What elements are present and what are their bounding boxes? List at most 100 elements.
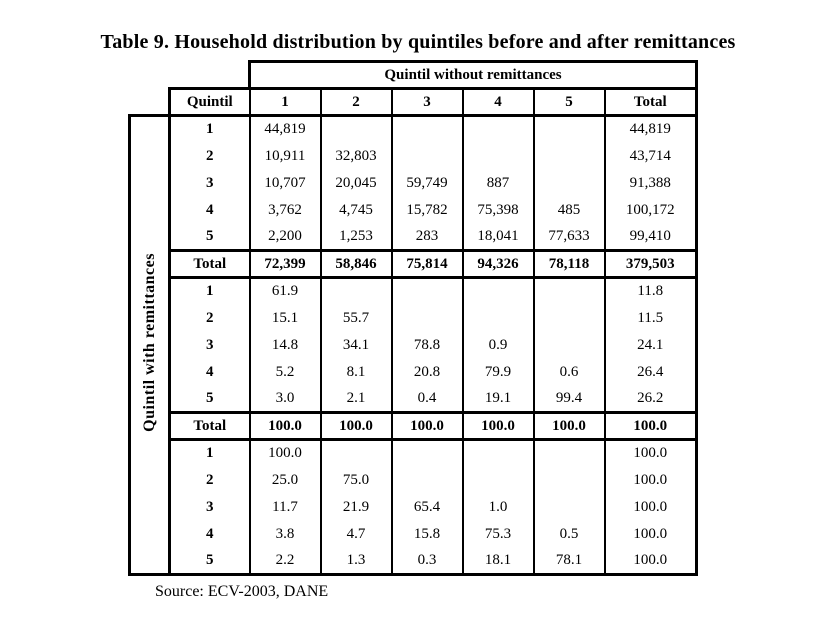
data-cell	[461, 466, 535, 494]
table-row: 3 10,707 20,045 59,749 887 91,388	[130, 169, 698, 197]
data-cell: 100.0	[603, 547, 698, 576]
total-cell: 100.0	[319, 411, 393, 441]
data-cell	[461, 304, 535, 332]
data-cell	[532, 331, 606, 359]
row-label-cell: 5	[168, 223, 251, 251]
data-cell	[461, 276, 535, 305]
data-cell: 26.2	[603, 385, 698, 413]
row-label-cell: 2	[168, 142, 251, 170]
data-cell: 78.1	[532, 547, 606, 576]
table-row: 5 3.0 2.1 0.4 19.1 99.4 26.2	[130, 385, 698, 413]
data-cell: 91,388	[603, 169, 698, 197]
source-note: Source: ECV-2003, DANE	[155, 583, 329, 600]
data-cell: 4,745	[319, 196, 393, 224]
data-cell: 4.7	[319, 520, 393, 548]
data-cell	[461, 142, 535, 170]
total-row: Total 72,399 58,846 75,814 94,326 78,118 379,5…	[130, 249, 698, 279]
total-cell: 94,326	[461, 249, 535, 279]
column-header-total: Total	[603, 87, 698, 117]
data-cell: 100.0	[248, 438, 322, 467]
table-row: 4 3.8 4.7 15.8 75.3 0.5 100.0	[130, 520, 698, 548]
column-header-quintil: Quintil	[168, 87, 251, 117]
data-cell: 20.8	[390, 358, 464, 386]
data-cell: 20,045	[319, 169, 393, 197]
data-cell	[390, 466, 464, 494]
data-cell: 0.4	[390, 385, 464, 413]
data-cell: 99.4	[532, 385, 606, 413]
data-cell: 0.5	[532, 520, 606, 548]
data-cell: 55.7	[319, 304, 393, 332]
data-cell: 25.0	[248, 466, 322, 494]
column-header-2: 2	[319, 87, 393, 117]
row-label-cell: 4	[168, 358, 251, 386]
data-cell: 65.4	[390, 493, 464, 521]
data-cell: 100.0	[603, 438, 698, 467]
span-header-row: Quintil without remittances	[130, 60, 698, 90]
row-label-cell: 4	[168, 196, 251, 224]
data-cell: 1.3	[319, 547, 393, 576]
data-cell: 15.8	[390, 520, 464, 548]
column-header-1: 1	[248, 87, 322, 117]
data-cell	[461, 438, 535, 467]
data-cell: 15.1	[248, 304, 322, 332]
data-cell	[532, 142, 606, 170]
row-label-cell: 2	[168, 304, 251, 332]
data-cell: 21.9	[319, 493, 393, 521]
total-cell: 75,814	[390, 249, 464, 279]
table-row: 2 25.0 75.0 100.0	[130, 466, 698, 494]
table-row: 1 100.0 100.0	[130, 438, 698, 467]
data-cell: 61.9	[248, 276, 322, 305]
data-cell: 24.1	[603, 331, 698, 359]
data-cell: 8.1	[319, 358, 393, 386]
row-label-cell: 3	[168, 493, 251, 521]
data-cell	[390, 276, 464, 305]
data-cell: 44,819	[248, 114, 322, 143]
data-cell	[532, 114, 606, 143]
data-cell: 0.6	[532, 358, 606, 386]
data-cell	[319, 114, 393, 143]
data-cell: 99,410	[603, 223, 698, 251]
total-label-cell: Total	[168, 411, 251, 441]
total-cell: 72,399	[248, 249, 322, 279]
data-cell	[390, 142, 464, 170]
data-cell: 14.8	[248, 331, 322, 359]
data-cell: 100.0	[603, 520, 698, 548]
column-header-row: Quintil 1 2 3 4 5 Total	[130, 87, 698, 117]
total-cell: 379,503	[603, 249, 698, 279]
total-cell: 100.0	[603, 411, 698, 441]
header-spacer	[130, 89, 170, 116]
data-cell: 100,172	[603, 196, 698, 224]
total-cell: 78,118	[532, 249, 606, 279]
data-cell	[532, 169, 606, 197]
total-cell: 100.0	[532, 411, 606, 441]
header-spacer	[130, 62, 250, 89]
data-cell: 11.7	[248, 493, 322, 521]
data-cell: 34.1	[319, 331, 393, 359]
row-label-cell: 2	[168, 466, 251, 494]
data-cell: 26.4	[603, 358, 698, 386]
data-cell: 75.3	[461, 520, 535, 548]
data-cell: 3.8	[248, 520, 322, 548]
total-cell: 58,846	[319, 249, 393, 279]
row-axis-label: Quintil with remittances	[128, 114, 171, 576]
row-label-cell: 1	[168, 114, 251, 143]
table-row: 4 3,762 4,745 15,782 75,398 485 100,172	[130, 196, 698, 224]
data-cell	[532, 304, 606, 332]
total-cell: 100.0	[461, 411, 535, 441]
data-cell: 100.0	[603, 493, 698, 521]
data-cell	[532, 438, 606, 467]
table-title: Table 9. Household distribution by quint…	[100, 31, 736, 53]
total-cell: 100.0	[390, 411, 464, 441]
row-label-cell: 4	[168, 520, 251, 548]
data-cell	[319, 276, 393, 305]
data-cell: 43,714	[603, 142, 698, 170]
data-cell: 19.1	[461, 385, 535, 413]
data-cell: 32,803	[319, 142, 393, 170]
total-row: Total 100.0 100.0 100.0 100.0 100.0 100.0	[130, 411, 698, 441]
data-cell: 78.8	[390, 331, 464, 359]
row-label-cell: 3	[168, 331, 251, 359]
table-row: 5 2,200 1,253 283 18,041 77,633 99,410	[130, 223, 698, 251]
table-row: 2 15.1 55.7 11.5	[130, 304, 698, 332]
data-cell	[532, 466, 606, 494]
